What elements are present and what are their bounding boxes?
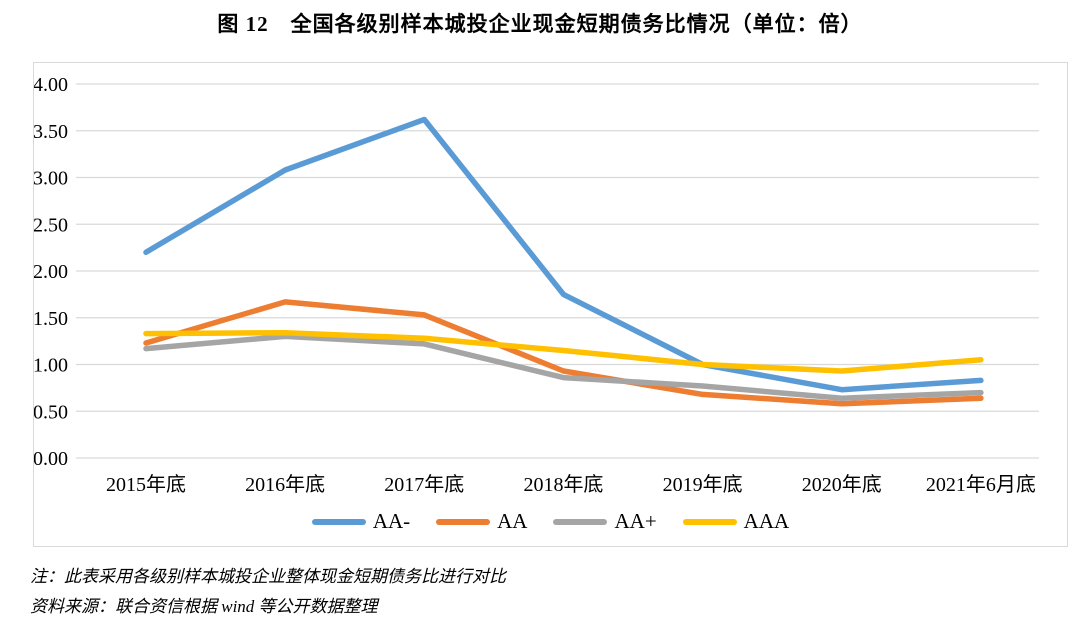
x-axis-tick-label: 2016年底	[245, 473, 325, 495]
x-axis-tick-label: 2018年底	[523, 473, 603, 495]
y-axis-tick-label: 2.00	[34, 261, 68, 283]
y-axis-tick-label: 3.50	[34, 121, 68, 143]
y-axis-tick-label: 0.50	[34, 401, 68, 423]
chart-area: 0.00 0.50 1.00 1.50 2.00 2.50 3.00 3.50 4.00 2015…	[33, 62, 1068, 547]
x-axis-tick-label: 2015年底	[106, 473, 186, 495]
note-line-1: 注：此表采用各级别样本城投企业整体现金短期债务比进行对比	[30, 567, 506, 586]
legend-item-aa-plus: AA+	[553, 509, 657, 534]
chart-legend: AA- AA AA+ AAA	[34, 509, 1067, 534]
y-axis-tick-label: 1.00	[34, 355, 68, 377]
legend-item-aa-minus: AA-	[311, 509, 411, 534]
legend-item-aaa: AAA	[682, 509, 790, 534]
y-axis-tick-label: 0.00	[34, 448, 68, 470]
series-line-aa-plus	[143, 333, 984, 401]
x-axis-tick-label: 2017年底	[384, 473, 464, 495]
y-axis-tick-label: 2.50	[34, 214, 68, 236]
legend-swatch-aa-plus	[553, 518, 608, 525]
legend-swatch-aa-minus	[311, 518, 366, 525]
chart-notes: 注：此表采用各级别样本城投企业整体现金短期债务比进行对比 资料来源：联合资信根据…	[30, 562, 506, 622]
series-line-aa-minus	[143, 116, 984, 393]
legend-label-aa-minus: AA-	[372, 509, 411, 533]
legend-item-aa: AA	[436, 509, 527, 534]
legend-label-aa: AA	[497, 509, 528, 533]
legend-swatch-aa	[436, 518, 491, 525]
legend-label-aa-plus: AA+	[614, 509, 657, 533]
legend-label-aaa: AAA	[743, 509, 790, 533]
series-line-aaa	[143, 329, 984, 374]
series-line-aa	[143, 299, 984, 407]
y-axis-tick-label: 1.50	[34, 308, 68, 330]
line-chart: 0.00 0.50 1.00 1.50 2.00 2.50 3.00 3.50 4.00 2015…	[34, 74, 1039, 495]
y-axis-tick-label: 3.00	[34, 168, 68, 190]
x-axis-tick-label: 2019年底	[663, 473, 743, 495]
y-axis-tick-label: 4.00	[34, 74, 68, 96]
legend-swatch-aaa	[682, 518, 737, 525]
note-line-2: 资料来源：联合资信根据 wind 等公开数据整理	[30, 597, 378, 616]
x-axis-tick-label: 2021年6月底	[926, 473, 1036, 495]
page-title: 图 12 全国各级别样本城投企业现金短期债务比情况（单位：倍）	[217, 12, 863, 36]
x-axis-tick-label: 2020年底	[802, 473, 882, 495]
